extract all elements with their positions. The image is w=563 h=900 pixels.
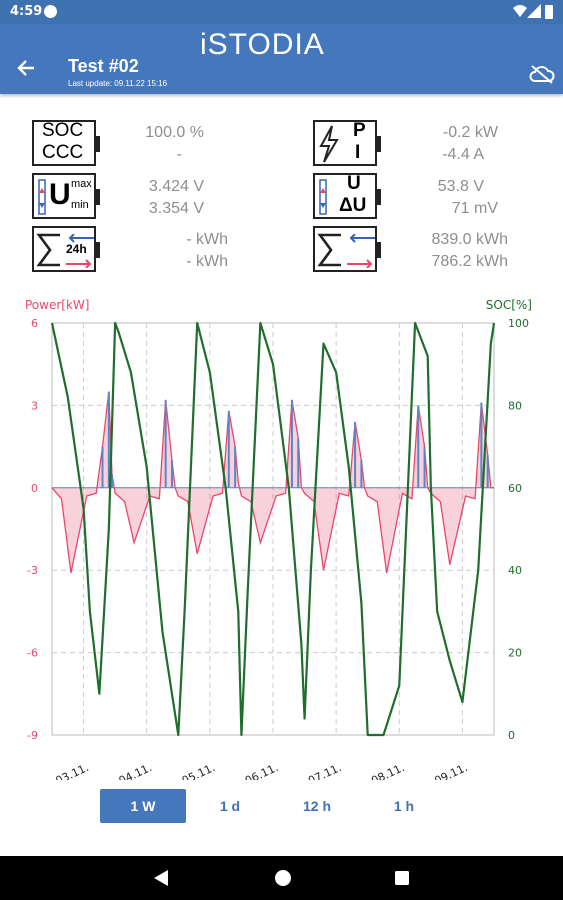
power-current-icon: P I	[313, 120, 381, 166]
soc-icon-label: SOC	[42, 120, 84, 141]
status-time: 4:59	[10, 4, 43, 19]
soc-value: 100.0 %	[145, 124, 204, 141]
pack-voltage-value: 53.8 V	[437, 178, 484, 195]
voltage-delta-value: 71 mV	[451, 200, 498, 217]
range-1d-button[interactable]: 1 d	[219, 798, 241, 814]
system-nav-bar	[0, 856, 563, 900]
last-update-text: Last update: 09.11.22 15:16	[68, 79, 168, 88]
current-icon-label: I	[355, 142, 361, 163]
battery-icon	[545, 5, 553, 19]
range-1w-button[interactable]: 1 W	[100, 789, 186, 823]
power-value: -0.2 kW	[442, 124, 498, 141]
power-icon-label: P	[353, 120, 366, 141]
battery-pack-icon	[319, 179, 327, 215]
power-soc-chart[interactable]: 6 3 0 -3 -6 -9 100 80 60 40 20 0 03.11. 04.11. 05.11. 0…	[0, 290, 563, 780]
right-tick-label: 100	[508, 317, 529, 330]
range-12h-button[interactable]: 12 h	[302, 798, 331, 814]
app-logo: iSTODIA	[200, 28, 325, 61]
battery-cell-icon	[38, 179, 46, 215]
ccc-icon-label: CCC	[42, 142, 84, 163]
lightning-icon	[319, 125, 339, 163]
status-bar: 4:59	[0, 0, 563, 24]
app-bar: iSTODIA Test #02 Last update: 09.11.22 1…	[0, 24, 563, 94]
pack-voltage-icon: U ΔU	[313, 173, 381, 219]
right-tick-label: 0	[508, 729, 515, 742]
left-tick-label: -6	[27, 647, 38, 660]
left-tick-label: 6	[31, 317, 38, 330]
soc-line	[50, 321, 496, 737]
right-tick-label: 80	[508, 399, 522, 412]
right-tick-label: 60	[508, 482, 522, 495]
right-tick-label: 20	[508, 647, 522, 660]
x-tick-label: 06.11.	[243, 761, 280, 780]
nav-recents-icon[interactable]	[393, 868, 411, 888]
energy-24h-label: 24h	[66, 242, 87, 256]
cloud-off-icon[interactable]	[529, 64, 555, 84]
page-title: Test #02	[68, 56, 139, 76]
current-value: -4.4 A	[442, 146, 484, 163]
right-axis-label: SOC[%]	[486, 298, 532, 312]
x-tick-label: 07.11.	[306, 761, 343, 780]
energy-total-in-value: 839.0 kWh	[431, 231, 508, 248]
left-axis-label: Power[kW]	[25, 298, 89, 312]
energy-24h-out-value: - kWh	[186, 253, 228, 270]
power-area	[52, 391, 494, 573]
energy-total-out-value: 786.2 kWh	[431, 253, 508, 270]
range-1h-button[interactable]: 1 h	[393, 798, 415, 814]
energy-24h-in-value: - kWh	[186, 231, 228, 248]
x-tick-label: 03.11.	[54, 761, 91, 780]
nav-back-icon[interactable]	[152, 868, 170, 888]
umax-icon-sup: max	[71, 178, 92, 190]
u-icon-label: U	[347, 173, 361, 194]
sigma-total-icon	[317, 233, 341, 267]
energy-arrows-icon	[66, 234, 94, 268]
x-tick-label: 09.11.	[432, 761, 469, 780]
back-arrow-icon[interactable]	[16, 58, 36, 84]
du-icon-label: ΔU	[339, 195, 367, 216]
left-tick-label: -9	[27, 729, 38, 742]
x-tick-label: 05.11.	[180, 761, 217, 780]
energy-total-icon	[313, 226, 381, 272]
right-tick-label: 40	[508, 564, 522, 577]
left-tick-label: 0	[31, 482, 38, 495]
energy-total-arrows-icon	[347, 234, 375, 268]
energy-24h-icon: 24h	[32, 226, 100, 272]
umax-icon-label: U	[49, 178, 71, 211]
signal-icon	[527, 4, 541, 18]
x-tick-label: 08.11.	[369, 761, 406, 780]
x-tick-label: 04.11.	[117, 761, 154, 780]
left-tick-label: 3	[31, 399, 38, 412]
nav-home-icon[interactable]	[273, 868, 293, 888]
umax-value: 3.424 V	[148, 178, 204, 195]
notification-icon	[44, 5, 57, 18]
sigma-icon	[36, 233, 60, 267]
umin-value: 3.354 V	[148, 200, 204, 217]
cell-voltage-icon: U max min	[32, 173, 100, 219]
soc-ccc-icon: SOC CCC	[32, 120, 100, 166]
power-line	[51, 391, 494, 574]
ccc-value: -	[176, 146, 182, 163]
umin-icon-sub: min	[71, 199, 89, 211]
wifi-icon	[513, 5, 527, 17]
left-tick-label: -3	[27, 564, 38, 577]
